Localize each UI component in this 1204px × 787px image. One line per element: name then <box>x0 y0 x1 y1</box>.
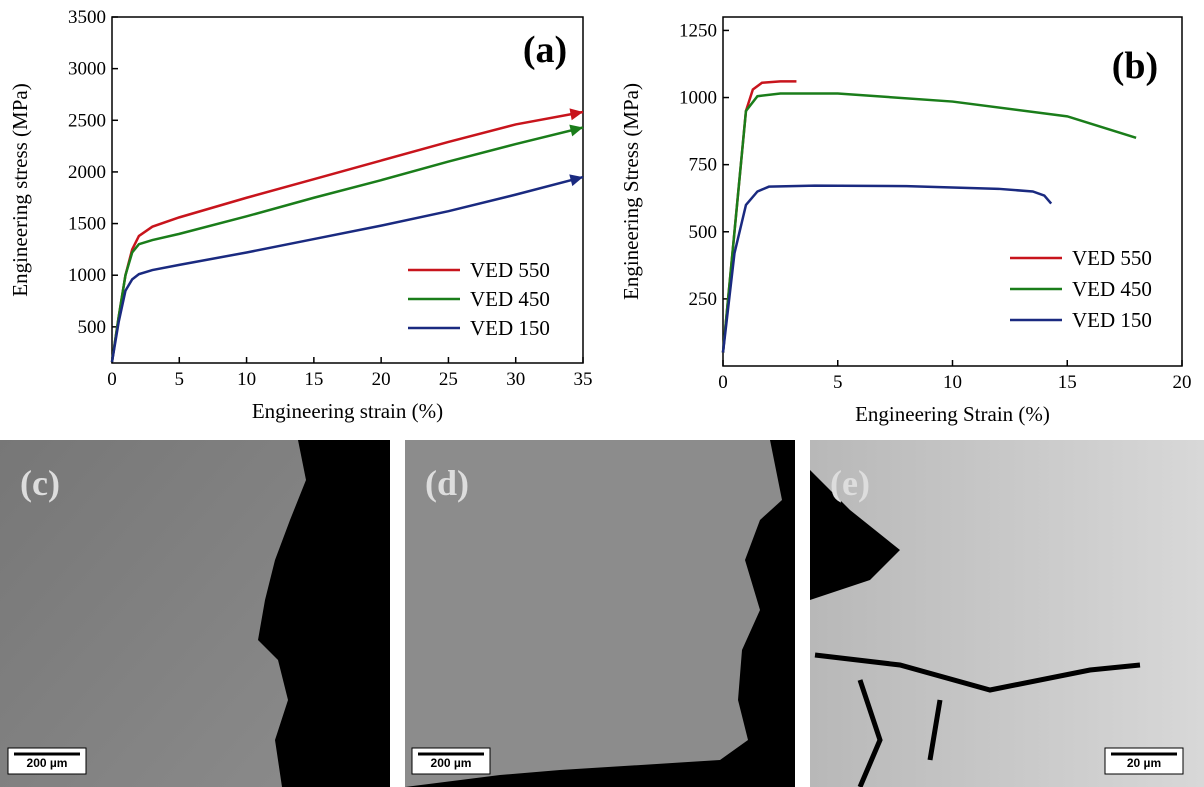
y-tick-label: 3000 <box>68 59 106 80</box>
x-tick-label: 30 <box>506 369 525 390</box>
arrow-head <box>569 108 583 121</box>
scale-bar-label: 20 µm <box>1127 756 1161 770</box>
x-tick-label: 25 <box>439 369 458 390</box>
micrograph-c: (c) 200 µm <box>0 440 390 787</box>
data-line <box>110 175 584 363</box>
y-tick-label: 500 <box>78 317 107 338</box>
micrograph-d: (d) 200 µm <box>405 440 795 787</box>
x-tick-label: 15 <box>1058 372 1077 393</box>
x-tick-label: 15 <box>304 369 323 390</box>
arrow-head <box>569 124 583 137</box>
x-tick-label: 5 <box>175 369 185 390</box>
data-line <box>721 80 797 353</box>
x-tick-label: 10 <box>237 369 256 390</box>
y-axis-label: Engineering stress (MPa) <box>8 83 32 296</box>
legend-label: VED 550 <box>470 258 550 282</box>
plot-frame <box>111 16 584 364</box>
data-line <box>721 92 1137 353</box>
panel-label: (a) <box>523 29 567 71</box>
y-tick-label: 250 <box>689 289 718 310</box>
x-tick-label: 20 <box>372 369 391 390</box>
y-tick-label: 2500 <box>68 110 106 131</box>
legend-label: VED 450 <box>470 287 550 311</box>
y-tick-label: 3500 <box>68 7 106 28</box>
data-line <box>721 184 1053 353</box>
panel-label: (b) <box>1112 45 1158 87</box>
data-line <box>110 126 584 363</box>
arrow-head <box>569 174 583 187</box>
y-tick-label: 1000 <box>679 88 717 109</box>
x-axis-label: Engineering strain (%) <box>252 399 443 423</box>
y-tick-label: 1250 <box>679 20 717 41</box>
legend-label: VED 150 <box>1072 308 1152 332</box>
y-tick-label: 500 <box>689 222 718 243</box>
x-tick-label: 0 <box>718 372 728 393</box>
scale-bar-label: 200 µm <box>431 756 472 770</box>
image-label: (c) <box>20 463 60 503</box>
x-tick-label: 20 <box>1173 372 1192 393</box>
y-tick-label: 750 <box>689 155 718 176</box>
legend-label: VED 150 <box>470 316 550 340</box>
y-axis-label: Engineering Stress (MPa) <box>619 83 643 300</box>
image-label: (d) <box>425 463 469 503</box>
y-tick-label: 1000 <box>68 265 106 286</box>
x-tick-label: 35 <box>574 369 593 390</box>
y-tick-label: 2000 <box>68 162 106 183</box>
x-tick-label: 10 <box>943 372 962 393</box>
legend-label: VED 550 <box>1072 246 1152 270</box>
x-axis-label: Engineering Strain (%) <box>855 402 1050 426</box>
x-tick-label: 5 <box>833 372 843 393</box>
legend-label: VED 450 <box>1072 277 1152 301</box>
scale-bar-label: 200 µm <box>27 756 68 770</box>
micrograph-e: (e) 20 µm <box>810 440 1204 787</box>
y-tick-label: 1500 <box>68 214 106 235</box>
image-label: (e) <box>830 463 870 503</box>
x-tick-label: 0 <box>107 369 117 390</box>
